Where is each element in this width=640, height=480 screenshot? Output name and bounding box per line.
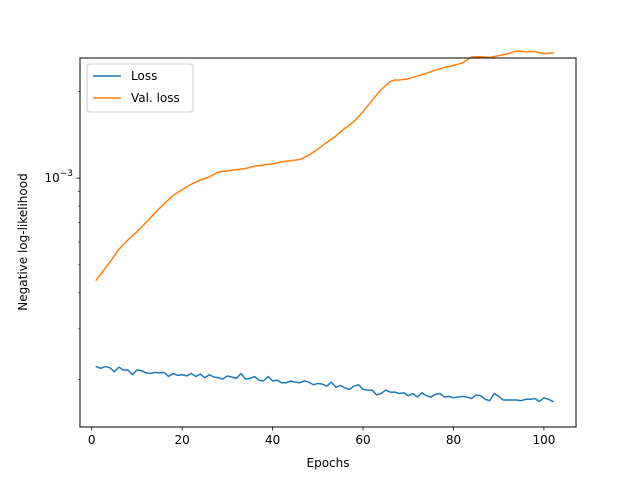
legend: Loss Val. loss xyxy=(86,63,194,113)
y-tick-label: 10−3 xyxy=(44,169,73,185)
series-line-1 xyxy=(95,50,554,282)
plot-area xyxy=(95,50,554,403)
x-axis-ticks: 0 20 40 60 80 100 xyxy=(88,427,555,447)
x-tick-label: 0 xyxy=(88,433,96,447)
y-axis-label: Negative log-likelihood xyxy=(16,173,30,310)
legend-label-1: Val. loss xyxy=(131,91,180,105)
x-tick-label: 20 xyxy=(175,433,190,447)
legend-label-0: Loss xyxy=(131,69,157,83)
x-tick-label: 60 xyxy=(355,433,370,447)
x-axis-label: Epochs xyxy=(307,456,350,470)
series-line-0 xyxy=(95,365,554,403)
x-tick-label: 100 xyxy=(532,433,555,447)
x-tick-label: 80 xyxy=(446,433,461,447)
plot-frame xyxy=(79,57,577,428)
x-tick-label: 40 xyxy=(265,433,280,447)
